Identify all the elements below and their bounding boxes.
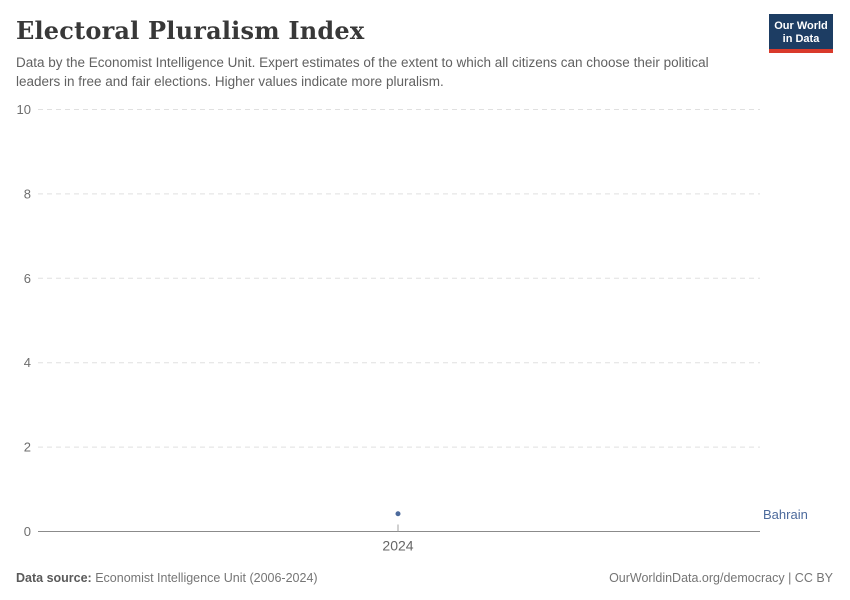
chart-subtitle: Data by the Economist Intelligence Unit.… [16,55,709,89]
chart-title: Electoral Pluralism Index [16,16,365,45]
chart-header: Electoral Pluralism Index Data by the Ec… [0,0,850,91]
y-axis-tick-label: 2 [24,440,31,455]
owid-logo-line2: in Data [782,33,820,45]
owid-logo-line1: Our World [774,20,828,32]
data-source-note: Data source: Economist Intelligence Unit… [16,571,318,585]
data-point-bahrain[interactable] [395,511,401,517]
owid-logo-accent-bar [769,49,833,53]
data-source-text: Economist Intelligence Unit (2006-2024) [91,571,318,585]
y-axis-tick-label: 6 [24,271,31,286]
y-axis-tick-label: 10 [17,102,31,117]
data-source-label: Data source: [16,571,92,585]
chart-footer: Data source: Economist Intelligence Unit… [16,571,833,585]
y-axis-tick-label: 4 [24,355,31,370]
entity-label[interactable]: Bahrain [763,507,808,522]
x-axis-tick-label: 2024 [382,538,413,554]
owid-logo: Our World in Data [769,14,833,53]
y-axis-tick-label: 8 [24,186,31,201]
y-axis-tick-label: 0 [24,524,31,539]
credit-note: OurWorldinData.org/democracy | CC BY [609,571,833,585]
